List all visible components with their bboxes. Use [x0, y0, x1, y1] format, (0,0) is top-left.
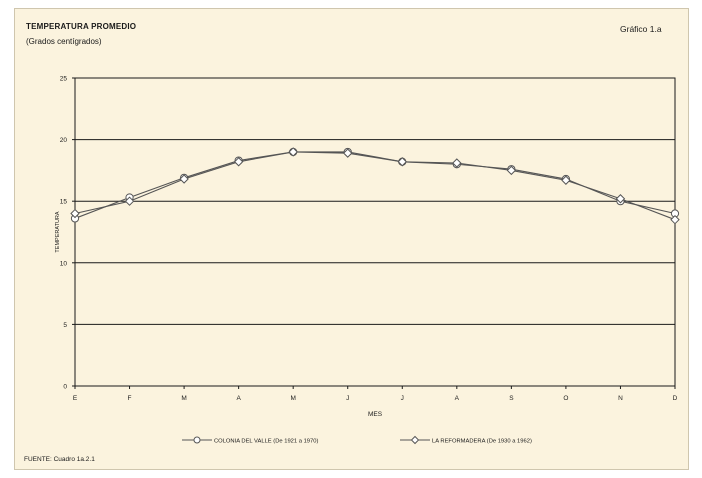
data-point — [670, 214, 680, 225]
y-tick-label: 10 — [60, 260, 68, 267]
x-tick-label: S — [509, 395, 514, 402]
data-point — [179, 174, 189, 184]
y-tick-label: 5 — [63, 322, 67, 329]
y-tick-label: 0 — [63, 384, 67, 391]
x-tick-label: J — [401, 395, 404, 402]
data-point — [70, 208, 80, 219]
x-tick-label: E — [73, 395, 78, 402]
legend-label: LA REFORMADERA (De 1930 a 1962) — [432, 438, 532, 444]
x-tick-label: M — [290, 395, 295, 402]
data-point — [615, 194, 626, 204]
figure-number: Gráfico 1.a — [620, 24, 662, 34]
y-tick-label: 20 — [60, 137, 68, 144]
y-axis-title: TEMPERATURA — [55, 211, 61, 252]
series-line-2 — [74, 151, 676, 221]
data-point — [397, 157, 407, 167]
x-tick-label: J — [346, 395, 349, 402]
data-point — [124, 196, 135, 206]
data-point — [561, 175, 571, 185]
plot-area — [74, 77, 676, 387]
x-tick-label: F — [128, 395, 132, 402]
x-tick-label: N — [618, 395, 623, 402]
x-tick-label: M — [181, 395, 186, 402]
x-tick-label: A — [236, 395, 241, 402]
series-line-1 — [74, 151, 676, 219]
data-point — [233, 157, 244, 167]
chart-subtitle: (Grados centígrados) — [26, 37, 102, 46]
y-tick-label: 25 — [60, 76, 68, 83]
data-point — [343, 148, 353, 158]
chart-title: TEMPERATURA PROMEDIO — [26, 22, 137, 31]
legend-marker — [410, 435, 420, 445]
x-tick-label: D — [673, 395, 678, 402]
legend-label: COLONIA DEL VALLE (De 1921 a 1970) — [214, 438, 318, 444]
x-tick-label: O — [563, 395, 568, 402]
data-point — [506, 165, 517, 176]
x-tick-label: A — [455, 395, 460, 402]
x-axis-title: MES — [368, 411, 383, 418]
legend-marker — [193, 436, 201, 444]
y-tick-label: 15 — [60, 199, 68, 206]
source-note: FUENTE: Cuadro 1a.2.1 — [24, 456, 95, 463]
data-point — [452, 158, 462, 168]
data-point — [288, 147, 298, 157]
